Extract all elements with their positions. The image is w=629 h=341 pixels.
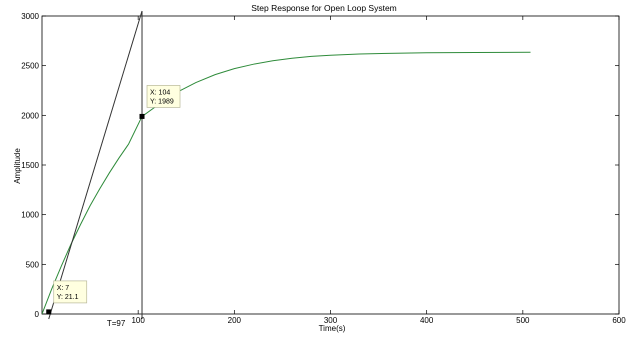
x-tick-label: 100	[131, 316, 145, 325]
lines-layer: T=97	[48, 10, 143, 328]
y-tick-label: 500	[26, 260, 40, 269]
x-tick-label: 300	[324, 316, 338, 325]
x-tick-label: 400	[420, 316, 434, 325]
datatip-marker	[46, 309, 52, 315]
y-tick-label: 3000	[21, 12, 39, 21]
time-constant-annotation: T=97	[107, 319, 126, 328]
datatip: X: 104 Y: 1989	[139, 85, 181, 119]
datatip-y-label: Y: 1989	[150, 98, 174, 105]
axes-layer: 100 200 300 400 500 600 0 500 1000 1500 2000 2500 30…	[21, 12, 626, 325]
y-axis-label: Amplitude	[13, 148, 22, 184]
datatip-marker	[139, 113, 145, 119]
tangent-line	[48, 10, 143, 320]
x-tick-label: 600	[612, 316, 626, 325]
y-tick-label: 0	[35, 310, 40, 319]
datatip-x-label: X: 104	[150, 89, 170, 96]
x-tick-label: 500	[516, 316, 530, 325]
datatip-x-label: X: 7	[57, 285, 70, 292]
plot-frame	[41, 15, 620, 315]
y-tick-label: 2500	[21, 62, 39, 71]
y-tick-label: 2000	[21, 111, 39, 120]
datatip-y-label: Y: 21.1	[57, 294, 79, 301]
series-layer	[42, 51, 531, 314]
y-tick-label: 1500	[21, 161, 39, 170]
datatip: X: 7 Y: 21.1	[46, 280, 88, 315]
x-tick-label: 200	[228, 316, 242, 325]
datatips-layer: X: 7 Y: 21.1 X: 104 Y: 1989	[46, 85, 181, 315]
x-axis-label: Time(s)	[319, 324, 346, 333]
response-curve	[42, 51, 531, 314]
y-tick-label: 1000	[21, 211, 39, 220]
datatip-box	[146, 85, 181, 108]
chart-title: Step Response for Open Loop System	[251, 3, 397, 13]
datatip-box	[53, 280, 88, 304]
